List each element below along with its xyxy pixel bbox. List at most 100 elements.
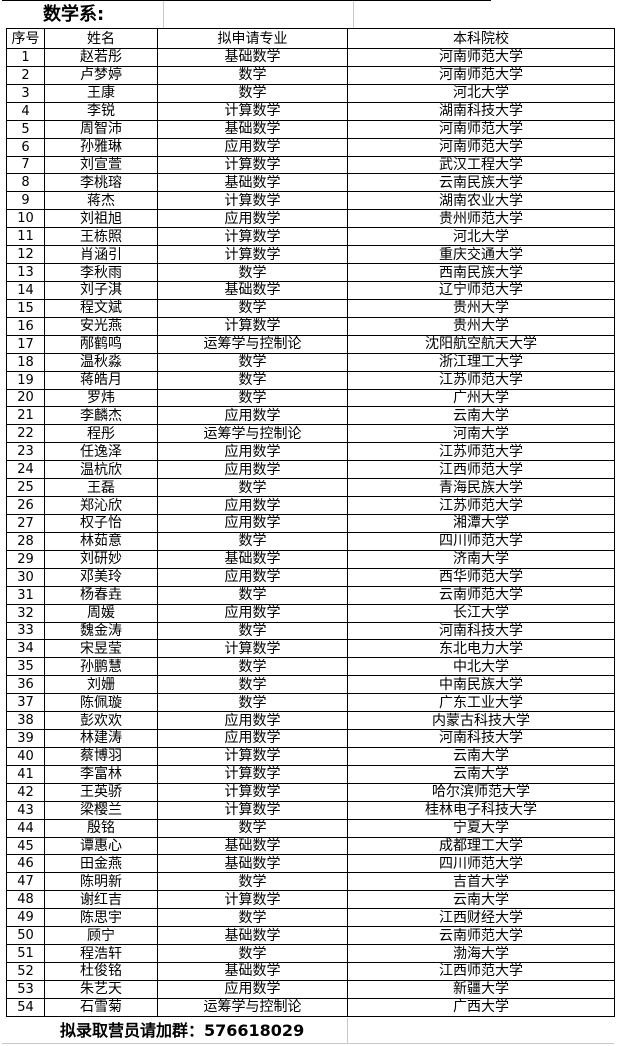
cell-major[interactable]: 应用数学 <box>157 567 348 587</box>
cell-name[interactable]: 刘宣萱 <box>44 155 158 175</box>
cell-major[interactable]: 计算数学 <box>157 764 348 784</box>
cell-major[interactable]: 基础数学 <box>157 48 348 67</box>
cell-no[interactable]: 40 <box>6 746 45 766</box>
cell-name[interactable]: 程浩轩 <box>44 944 158 964</box>
cell-no[interactable]: 29 <box>6 549 45 569</box>
cell-no[interactable]: 20 <box>6 388 45 408</box>
cell-school[interactable]: 湘潭大学 <box>347 513 615 533</box>
cell-major[interactable]: 数学 <box>157 83 348 103</box>
cell-name[interactable]: 宋昱莹 <box>44 639 158 659</box>
cell-name[interactable]: 李麟杰 <box>44 406 158 426</box>
cell-school[interactable]: 云南民族大学 <box>347 173 615 193</box>
cell-school[interactable]: 江苏师范大学 <box>347 442 615 462</box>
cell-major[interactable]: 基础数学 <box>157 280 348 300</box>
cell-school[interactable]: 桂林电子科技大学 <box>347 800 615 820</box>
cell-school[interactable]: 浙江理工大学 <box>347 352 615 372</box>
cell-name[interactable]: 郑沁欣 <box>44 496 158 515</box>
cell-major[interactable]: 基础数学 <box>157 854 348 874</box>
cell-no[interactable]: 49 <box>6 908 45 928</box>
cell-major[interactable]: 计算数学 <box>157 800 348 820</box>
cell-no[interactable]: 36 <box>6 675 45 695</box>
cell-school[interactable]: 江西师范大学 <box>347 460 615 480</box>
cell-school[interactable]: 贵州师范大学 <box>347 209 615 229</box>
cell-no[interactable]: 26 <box>6 496 45 515</box>
cell-name[interactable]: 罗炜 <box>44 388 158 408</box>
cell-name[interactable]: 林建涛 <box>44 729 158 748</box>
cell-school[interactable]: 云南大学 <box>347 764 615 784</box>
cell-no[interactable]: 46 <box>6 854 45 874</box>
cell-name[interactable]: 权子怡 <box>44 513 158 533</box>
cell-major[interactable]: 应用数学 <box>157 979 348 999</box>
cell-name[interactable]: 安光燕 <box>44 316 158 336</box>
cell-no[interactable]: 32 <box>6 603 45 623</box>
cell-name[interactable]: 杨春垚 <box>44 585 158 605</box>
cell-school[interactable]: 云南大学 <box>347 406 615 426</box>
cell-name[interactable]: 殷铭 <box>44 818 158 838</box>
cell-school[interactable]: 贵州大学 <box>347 316 615 336</box>
cell-major[interactable]: 基础数学 <box>157 549 348 569</box>
cell-no[interactable]: 13 <box>6 263 45 282</box>
cell-school[interactable]: 重庆交通大学 <box>347 245 615 265</box>
cell-major[interactable]: 基础数学 <box>157 962 348 981</box>
cell-school[interactable]: 贵州大学 <box>347 298 615 318</box>
cell-no[interactable]: 16 <box>6 316 45 336</box>
cell-school[interactable]: 河南师范大学 <box>347 48 615 67</box>
cell-major[interactable]: 数学 <box>157 872 348 892</box>
cell-no[interactable]: 54 <box>6 997 45 1018</box>
cell-no[interactable]: 22 <box>6 424 45 444</box>
cell-name[interactable]: 刘研妙 <box>44 549 158 569</box>
cell-name[interactable]: 谢红吉 <box>44 890 158 910</box>
cell-major[interactable]: 基础数学 <box>157 836 348 856</box>
cell-name[interactable]: 蒋皓月 <box>44 370 158 390</box>
cell-school[interactable]: 哈尔滨师范大学 <box>347 782 615 802</box>
cell-name[interactable]: 陈明新 <box>44 872 158 892</box>
cell-name[interactable]: 谭惠心 <box>44 836 158 856</box>
cell-no[interactable]: 43 <box>6 800 45 820</box>
cell-no[interactable]: 42 <box>6 782 45 802</box>
cell-major[interactable]: 计算数学 <box>157 890 348 910</box>
cell-no[interactable]: 28 <box>6 531 45 551</box>
cell-name[interactable]: 邓美玲 <box>44 567 158 587</box>
cell-school[interactable]: 江西财经大学 <box>347 908 615 928</box>
cell-no[interactable]: 7 <box>6 155 45 175</box>
cell-name[interactable]: 李富林 <box>44 764 158 784</box>
join-group-note[interactable]: 拟录取营员请加群：576618029 <box>60 1021 305 1040</box>
cell-no[interactable]: 24 <box>6 460 45 480</box>
cell-school[interactable]: 江苏师范大学 <box>347 496 615 515</box>
cell-name[interactable]: 陈佩璇 <box>44 693 158 713</box>
cell-name[interactable]: 王英骄 <box>44 782 158 802</box>
cell-no[interactable]: 33 <box>6 621 45 641</box>
cell-no[interactable]: 30 <box>6 567 45 587</box>
cell-name[interactable]: 周媛 <box>44 603 158 623</box>
cell-name[interactable]: 李秋雨 <box>44 263 158 282</box>
cell-no[interactable]: 21 <box>6 406 45 426</box>
cell-major[interactable]: 数学 <box>157 65 348 85</box>
cell-no[interactable]: 11 <box>6 227 45 247</box>
cell-school[interactable]: 渤海大学 <box>347 944 615 964</box>
cell-no[interactable]: 53 <box>6 979 45 999</box>
cell-no[interactable]: 47 <box>6 872 45 892</box>
cell-name[interactable]: 刘子淇 <box>44 280 158 300</box>
cell-name[interactable]: 朱艺天 <box>44 979 158 999</box>
cell-school[interactable]: 河南师范大学 <box>347 119 615 139</box>
cell-school[interactable]: 沈阳航空航天大学 <box>347 334 615 354</box>
cell-school[interactable]: 江苏师范大学 <box>347 370 615 390</box>
cell-major[interactable]: 数学 <box>157 693 348 713</box>
cell-major[interactable]: 应用数学 <box>157 513 348 533</box>
cell-no[interactable]: 10 <box>6 209 45 229</box>
cell-name[interactable]: 温秋淼 <box>44 352 158 372</box>
cell-major[interactable]: 数学 <box>157 370 348 390</box>
cell-name[interactable]: 蒋杰 <box>44 191 158 211</box>
cell-school[interactable]: 河南师范大学 <box>347 65 615 85</box>
cell-major[interactable]: 计算数学 <box>157 782 348 802</box>
cell-no[interactable]: 19 <box>6 370 45 390</box>
cell-major[interactable]: 计算数学 <box>157 101 348 121</box>
cell-no[interactable]: 3 <box>6 83 45 103</box>
cell-name[interactable]: 邴鹤鸣 <box>44 334 158 354</box>
cell-name[interactable]: 王栋照 <box>44 227 158 247</box>
column-header-name[interactable]: 姓名 <box>44 28 158 49</box>
cell-no[interactable]: 12 <box>6 245 45 265</box>
cell-major[interactable]: 应用数学 <box>157 209 348 229</box>
cell-no[interactable]: 50 <box>6 926 45 946</box>
cell-school[interactable]: 西华师范大学 <box>347 567 615 587</box>
